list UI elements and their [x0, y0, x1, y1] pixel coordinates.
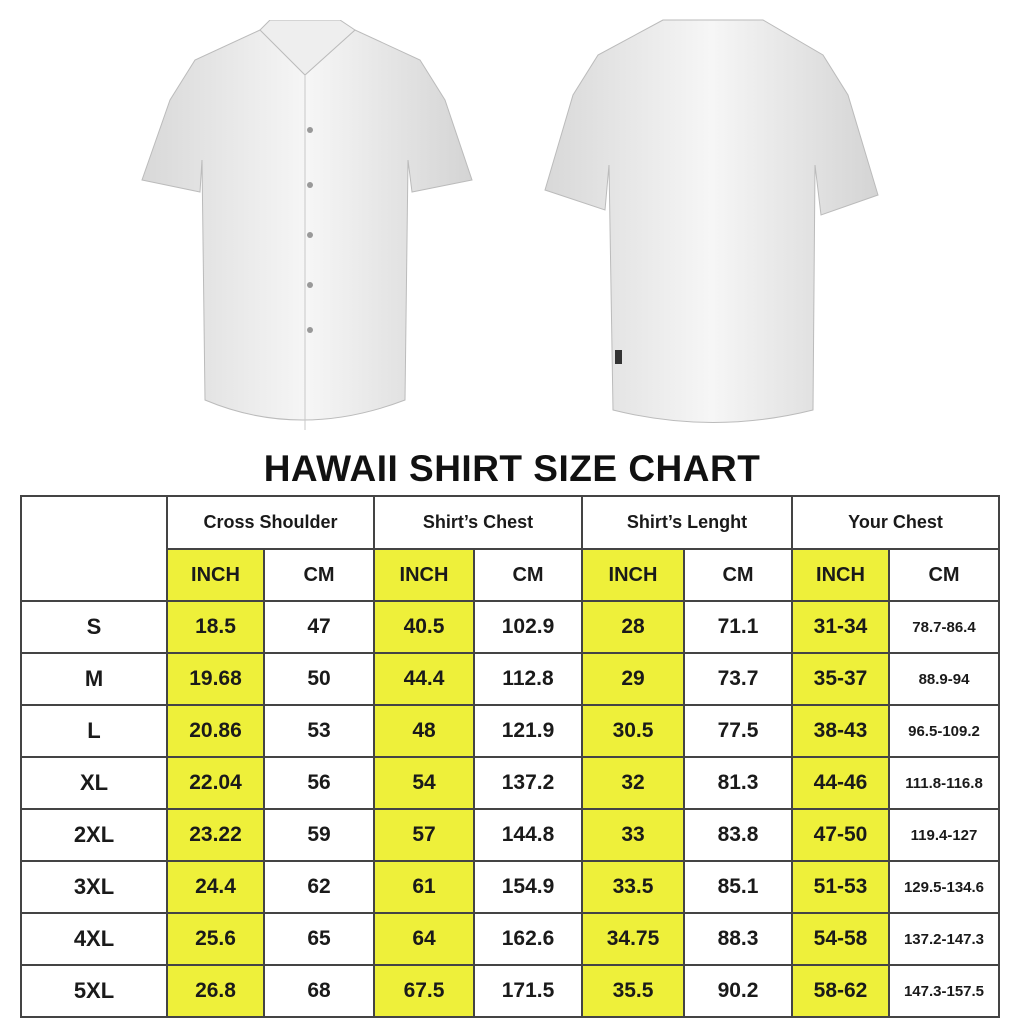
table-row: XL 22.04 56 54 137.2 32 81.3 44-46 111.8-116.8 — [20, 756, 1000, 810]
shirt-back-image — [544, 19, 879, 423]
table-cell: 62 — [263, 860, 375, 914]
table-cell: 83.8 — [683, 808, 793, 862]
table-cell: 26.8 — [166, 964, 265, 1018]
table-cell: 28 — [581, 600, 685, 654]
table-cell: 44.4 — [373, 652, 475, 706]
table-cell: 88.3 — [683, 912, 793, 966]
table-row: L 20.86 53 48 121.9 30.5 77.5 38-43 96.5-109.2 — [20, 704, 1000, 758]
table-cell: 24.4 — [166, 860, 265, 914]
table-cell: 78.7-86.4 — [888, 600, 1000, 654]
table-cell: 73.7 — [683, 652, 793, 706]
size-chart-table: Cross Shoulder Shirt’s Chest Shirt’s Len… — [20, 495, 1000, 1018]
group-header: Shirt’s Lenght — [581, 495, 793, 550]
table-cell: 71.1 — [683, 600, 793, 654]
size-label: S — [20, 600, 168, 654]
table-row: M 19.68 50 44.4 112.8 29 73.7 35-37 88.9-94 — [20, 652, 1000, 706]
unit-header-inch: INCH — [581, 548, 685, 602]
table-cell: 19.68 — [166, 652, 265, 706]
table-cell: 33 — [581, 808, 685, 862]
table-cell: 54 — [373, 756, 475, 810]
shirt-front-image — [141, 20, 473, 430]
table-cell: 35.5 — [581, 964, 685, 1018]
size-label: XL — [20, 756, 168, 810]
table-cell: 50 — [263, 652, 375, 706]
table-row: 5XL 26.8 68 67.5 171.5 35.5 90.2 58-62 147.3-157… — [20, 964, 1000, 1018]
unit-header-inch: INCH — [166, 548, 265, 602]
group-header: Your Chest — [791, 495, 1000, 550]
table-cell: 35-37 — [791, 652, 890, 706]
table-cell: 90.2 — [683, 964, 793, 1018]
table-cell: 44-46 — [791, 756, 890, 810]
unit-header-cm: CM — [473, 548, 583, 602]
size-label: 5XL — [20, 964, 168, 1018]
table-row: 2XL 23.22 59 57 144.8 33 83.8 47-50 119.4-127 — [20, 808, 1000, 862]
table-cell: 137.2-147.3 — [888, 912, 1000, 966]
unit-header-inch: INCH — [373, 548, 475, 602]
table-cell: 38-43 — [791, 704, 890, 758]
table-cell: 137.2 — [473, 756, 583, 810]
table-cell: 20.86 — [166, 704, 265, 758]
table-cell: 18.5 — [166, 600, 265, 654]
unit-header-inch: INCH — [791, 548, 890, 602]
table-cell: 96.5-109.2 — [888, 704, 1000, 758]
corner-cell — [20, 495, 168, 602]
table-cell: 85.1 — [683, 860, 793, 914]
table-cell: 154.9 — [473, 860, 583, 914]
unit-header-cm: CM — [683, 548, 793, 602]
table-cell: 61 — [373, 860, 475, 914]
table-cell: 30.5 — [581, 704, 685, 758]
table-cell: 129.5-134.6 — [888, 860, 1000, 914]
table-cell: 47-50 — [791, 808, 890, 862]
table-cell: 111.8-116.8 — [888, 756, 1000, 810]
table-cell: 53 — [263, 704, 375, 758]
table-cell: 33.5 — [581, 860, 685, 914]
table-cell: 68 — [263, 964, 375, 1018]
table-cell: 147.3-157.5 — [888, 964, 1000, 1018]
size-label: 3XL — [20, 860, 168, 914]
size-label: M — [20, 652, 168, 706]
size-label: 4XL — [20, 912, 168, 966]
table-row: 4XL 25.6 65 64 162.6 34.75 88.3 54-58 137.2-147.… — [20, 912, 1000, 966]
chart-title: HAWAII SHIRT SIZE CHART — [263, 448, 761, 489]
size-label: 2XL — [20, 808, 168, 862]
table-cell: 65 — [263, 912, 375, 966]
table-cell: 29 — [581, 652, 685, 706]
table-cell: 25.6 — [166, 912, 265, 966]
table-cell: 59 — [263, 808, 375, 862]
table-cell: 121.9 — [473, 704, 583, 758]
group-header: Cross Shoulder — [166, 495, 375, 550]
table-cell: 51-53 — [791, 860, 890, 914]
table-cell: 40.5 — [373, 600, 475, 654]
table-cell: 119.4-127 — [888, 808, 1000, 862]
table-cell: 56 — [263, 756, 375, 810]
table-cell: 48 — [373, 704, 475, 758]
table-cell: 102.9 — [473, 600, 583, 654]
table-cell: 144.8 — [473, 808, 583, 862]
table-cell: 58-62 — [791, 964, 890, 1018]
table-cell: 54-58 — [791, 912, 890, 966]
size-label: L — [20, 704, 168, 758]
table-cell: 23.22 — [166, 808, 265, 862]
table-cell: 88.9-94 — [888, 652, 1000, 706]
table-cell: 57 — [373, 808, 475, 862]
table-row: 3XL 24.4 62 61 154.9 33.5 85.1 51-53 129.5-134.6 — [20, 860, 1000, 914]
table-row: S 18.5 47 40.5 102.9 28 71.1 31-34 78.7-86.4 — [20, 600, 1000, 654]
table-cell: 64 — [373, 912, 475, 966]
table-cell: 171.5 — [473, 964, 583, 1018]
table-cell: 22.04 — [166, 756, 265, 810]
table-cell: 32 — [581, 756, 685, 810]
table-cell: 162.6 — [473, 912, 583, 966]
group-header: Shirt’s Chest — [373, 495, 583, 550]
table-cell: 67.5 — [373, 964, 475, 1018]
table-cell: 31-34 — [791, 600, 890, 654]
table-cell: 47 — [263, 600, 375, 654]
table-cell: 34.75 — [581, 912, 685, 966]
table-cell: 81.3 — [683, 756, 793, 810]
unit-header-cm: CM — [888, 548, 1000, 602]
table-cell: 77.5 — [683, 704, 793, 758]
table-cell: 112.8 — [473, 652, 583, 706]
unit-header-cm: CM — [263, 548, 375, 602]
